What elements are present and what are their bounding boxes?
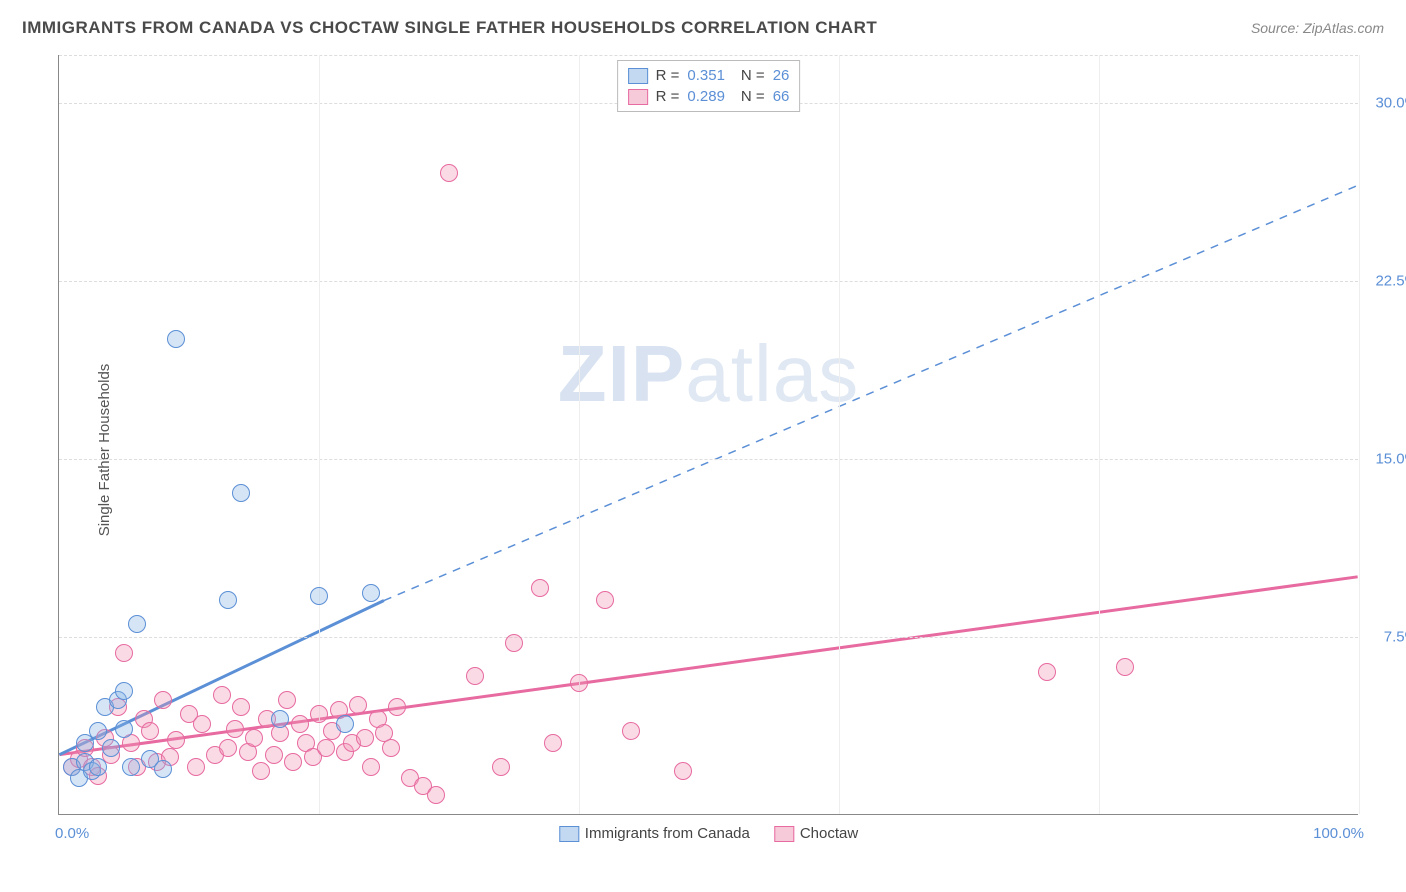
scatter-point	[1038, 663, 1056, 681]
plot-area: ZIPatlas R = 0.351 N = 26 R = 0.289 N = …	[58, 55, 1358, 815]
trend-lines	[59, 55, 1358, 814]
scatter-point	[278, 691, 296, 709]
legend-stats: R = 0.351 N = 26 R = 0.289 N = 66	[617, 60, 801, 112]
scatter-point	[596, 591, 614, 609]
scatter-point	[167, 731, 185, 749]
gridline-vertical	[1099, 55, 1100, 814]
scatter-point	[336, 715, 354, 733]
scatter-point	[544, 734, 562, 752]
scatter-point	[388, 698, 406, 716]
legend-swatch	[628, 89, 648, 105]
scatter-point	[232, 698, 250, 716]
y-tick-label: 7.5%	[1363, 628, 1406, 645]
scatter-point	[193, 715, 211, 733]
legend-swatch	[774, 826, 794, 842]
legend-item: Choctaw	[774, 825, 858, 842]
scatter-point	[349, 696, 367, 714]
gridline-vertical	[839, 55, 840, 814]
watermark: ZIPatlas	[558, 328, 859, 420]
scatter-point	[154, 691, 172, 709]
y-tick-label: 15.0%	[1363, 450, 1406, 467]
gridline-horizontal	[59, 55, 1358, 56]
scatter-point	[440, 164, 458, 182]
x-tick-label: 100.0%	[1309, 825, 1364, 842]
scatter-point	[213, 686, 231, 704]
scatter-point	[187, 758, 205, 776]
scatter-point	[291, 715, 309, 733]
scatter-point	[356, 729, 374, 747]
scatter-point	[265, 746, 283, 764]
scatter-point	[219, 739, 237, 757]
scatter-point	[232, 484, 250, 502]
scatter-point	[362, 584, 380, 602]
gridline-horizontal	[59, 281, 1358, 282]
legend-series: Immigrants from Canada Choctaw	[559, 825, 858, 842]
chart-header: IMMIGRANTS FROM CANADA VS CHOCTAW SINGLE…	[22, 18, 1384, 38]
scatter-point	[310, 705, 328, 723]
stat-value: 0.351	[687, 67, 725, 84]
gridline-horizontal	[59, 637, 1358, 638]
legend-label: Immigrants from Canada	[585, 825, 750, 842]
scatter-point	[466, 667, 484, 685]
scatter-point	[284, 753, 302, 771]
legend-swatch	[559, 826, 579, 842]
legend-label: Choctaw	[800, 825, 858, 842]
scatter-point	[245, 729, 263, 747]
gridline-vertical	[319, 55, 320, 814]
scatter-point	[622, 722, 640, 740]
x-tick-label: 0.0%	[55, 825, 89, 842]
scatter-point	[362, 758, 380, 776]
y-tick-label: 30.0%	[1363, 94, 1406, 111]
stat-label: R =	[656, 88, 680, 105]
legend-stats-row: R = 0.351 N = 26	[628, 65, 790, 86]
stat-label: R =	[656, 67, 680, 84]
scatter-point	[531, 579, 549, 597]
scatter-point	[674, 762, 692, 780]
chart-container: Single Father Households ZIPatlas R = 0.…	[58, 55, 1378, 845]
scatter-point	[115, 720, 133, 738]
scatter-point	[102, 739, 120, 757]
scatter-point	[122, 758, 140, 776]
stat-value: 26	[773, 67, 790, 84]
scatter-point	[89, 758, 107, 776]
legend-item: Immigrants from Canada	[559, 825, 750, 842]
scatter-point	[317, 739, 335, 757]
scatter-point	[115, 682, 133, 700]
chart-title: IMMIGRANTS FROM CANADA VS CHOCTAW SINGLE…	[22, 18, 877, 38]
scatter-point	[382, 739, 400, 757]
gridline-vertical	[1359, 55, 1360, 814]
scatter-point	[1116, 658, 1134, 676]
stat-value: 0.289	[687, 88, 725, 105]
gridline-vertical	[579, 55, 580, 814]
gridline-horizontal	[59, 459, 1358, 460]
scatter-point	[115, 644, 133, 662]
scatter-point	[252, 762, 270, 780]
scatter-point	[492, 758, 510, 776]
stat-label: N =	[741, 67, 765, 84]
scatter-point	[141, 722, 159, 740]
scatter-point	[219, 591, 237, 609]
stat-label: N =	[741, 88, 765, 105]
scatter-point	[226, 720, 244, 738]
scatter-point	[167, 330, 185, 348]
legend-stats-row: R = 0.289 N = 66	[628, 86, 790, 107]
trend-line	[384, 185, 1358, 600]
scatter-point	[154, 760, 172, 778]
chart-source: Source: ZipAtlas.com	[1251, 20, 1384, 36]
stat-value: 66	[773, 88, 790, 105]
scatter-point	[570, 674, 588, 692]
scatter-point	[128, 615, 146, 633]
scatter-point	[271, 710, 289, 728]
legend-swatch	[628, 68, 648, 84]
scatter-point	[89, 722, 107, 740]
scatter-point	[310, 587, 328, 605]
scatter-point	[505, 634, 523, 652]
scatter-point	[427, 786, 445, 804]
y-tick-label: 22.5%	[1363, 272, 1406, 289]
